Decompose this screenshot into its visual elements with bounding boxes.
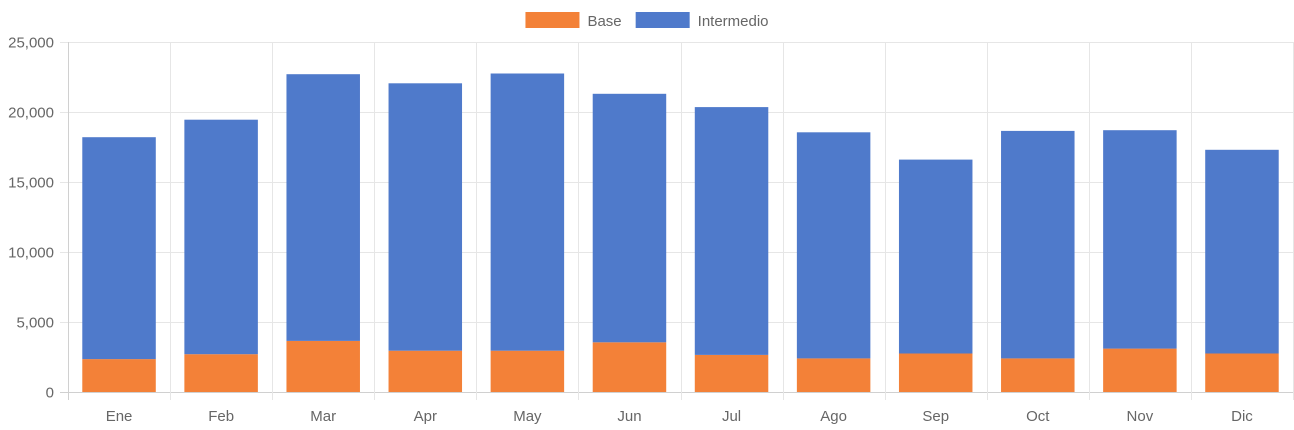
x-tick-label: Feb xyxy=(208,408,234,425)
x-tick-label: Ago xyxy=(820,408,847,425)
bar-base-jun[interactable] xyxy=(592,342,667,392)
bar-intermedio-nov[interactable] xyxy=(1103,130,1177,349)
legend-swatch-base[interactable] xyxy=(525,12,580,28)
legend-swatch-intermedio[interactable] xyxy=(635,12,690,28)
x-tick-label: Sep xyxy=(922,408,949,425)
bar-intermedio-feb[interactable] xyxy=(184,119,258,355)
y-tick-label: 25,000 xyxy=(8,35,54,52)
y-tick-label: 20,000 xyxy=(8,105,54,122)
bar-base-feb[interactable] xyxy=(184,354,258,392)
bar-intermedio-may[interactable] xyxy=(490,73,565,351)
x-tick-label: Nov xyxy=(1127,408,1154,425)
bar-intermedio-jun[interactable] xyxy=(592,93,667,343)
bar-intermedio-dic[interactable] xyxy=(1205,149,1279,354)
bar-intermedio-ene[interactable] xyxy=(82,137,156,360)
bar-intermedio-mar[interactable] xyxy=(286,74,360,341)
y-gridlines xyxy=(60,42,1293,393)
bar-base-ene[interactable] xyxy=(82,359,156,392)
bar-intermedio-sep[interactable] xyxy=(898,159,973,354)
bar-intermedio-jul[interactable] xyxy=(694,107,769,355)
legend-label-base[interactable]: Base xyxy=(587,13,621,30)
legend-label-intermedio[interactable]: Intermedio xyxy=(698,13,769,30)
x-axis-ticks: Ene Feb Mar Apr May Jun Jul Ago Sep Oct Nov Dic xyxy=(106,408,1254,425)
x-tick-label: Jun xyxy=(617,408,641,425)
bar-base-may[interactable] xyxy=(490,350,565,392)
x-tick-label: Ene xyxy=(106,408,133,425)
y-tick-label: 10,000 xyxy=(8,245,54,262)
y-axis-ticks: 0 5,000 10,000 15,000 20,000 25,000 xyxy=(8,35,54,402)
bar-intermedio-ago[interactable] xyxy=(796,132,871,359)
bar-base-jul[interactable] xyxy=(694,354,769,392)
bar-base-mar[interactable] xyxy=(286,340,360,392)
bar-base-oct[interactable] xyxy=(1001,358,1075,392)
x-tick-label: Mar xyxy=(310,408,336,425)
bar-intermedio-apr[interactable] xyxy=(388,83,463,351)
x-tick-label: Jul xyxy=(722,408,741,425)
bars xyxy=(82,73,1279,393)
y-tick-label: 5,000 xyxy=(16,315,54,332)
x-tick-label: Oct xyxy=(1026,408,1050,425)
bar-base-apr[interactable] xyxy=(388,350,463,392)
y-tick-label: 0 xyxy=(46,385,54,402)
bar-base-ago[interactable] xyxy=(796,358,871,392)
y-tick-label: 15,000 xyxy=(8,175,54,192)
bar-intermedio-oct[interactable] xyxy=(1001,130,1075,359)
x-tick-label: May xyxy=(513,408,542,425)
bar-base-nov[interactable] xyxy=(1103,348,1177,392)
bar-base-sep[interactable] xyxy=(898,353,973,393)
x-tick-label: Apr xyxy=(414,408,437,425)
x-tick-label: Dic xyxy=(1231,408,1253,425)
bar-base-dic[interactable] xyxy=(1205,353,1279,393)
legend: Base Intermedio xyxy=(525,12,769,30)
